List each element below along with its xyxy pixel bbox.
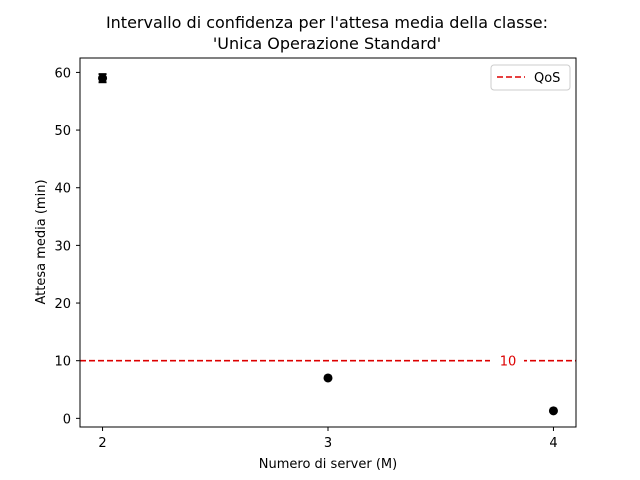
legend-qos-label: QoS [534,71,560,86]
plot-area: 10 [80,73,576,416]
legend-box [490,64,571,91]
y-tick-label: 10 [54,355,71,370]
y-axis-label: Attesa media (min) [34,179,49,304]
chart-title-line-2: 'Unica Operazione Standard' [213,34,441,53]
data-point [548,406,558,416]
y-tick-label: 40 [54,182,71,197]
chart-title-line-1: Intervallo di confidenza per l'attesa me… [106,13,548,32]
plot-frame [79,57,577,428]
x-tick-label: 3 [324,436,332,451]
x-tick-label: 4 [549,436,557,451]
x-axis-label: Numero di server (M) [259,457,397,472]
y-tick-label: 0 [63,412,71,427]
qos-label-background [490,351,524,370]
data-point [98,73,108,83]
qos-value-label: 10 [500,355,517,370]
x-axis: 2 3 4 [98,427,558,451]
y-tick-label: 20 [54,297,71,312]
y-tick-label: 50 [54,124,71,139]
data-point [323,373,333,383]
y-tick-label: 30 [54,239,71,254]
chart-title: Intervallo di confidenza per l'attesa me… [106,13,548,53]
x-tick-label: 2 [98,436,106,451]
y-axis: 0 10 20 30 40 50 60 [54,66,80,427]
y-tick-label: 60 [54,66,71,81]
legend: QoS [490,64,571,91]
